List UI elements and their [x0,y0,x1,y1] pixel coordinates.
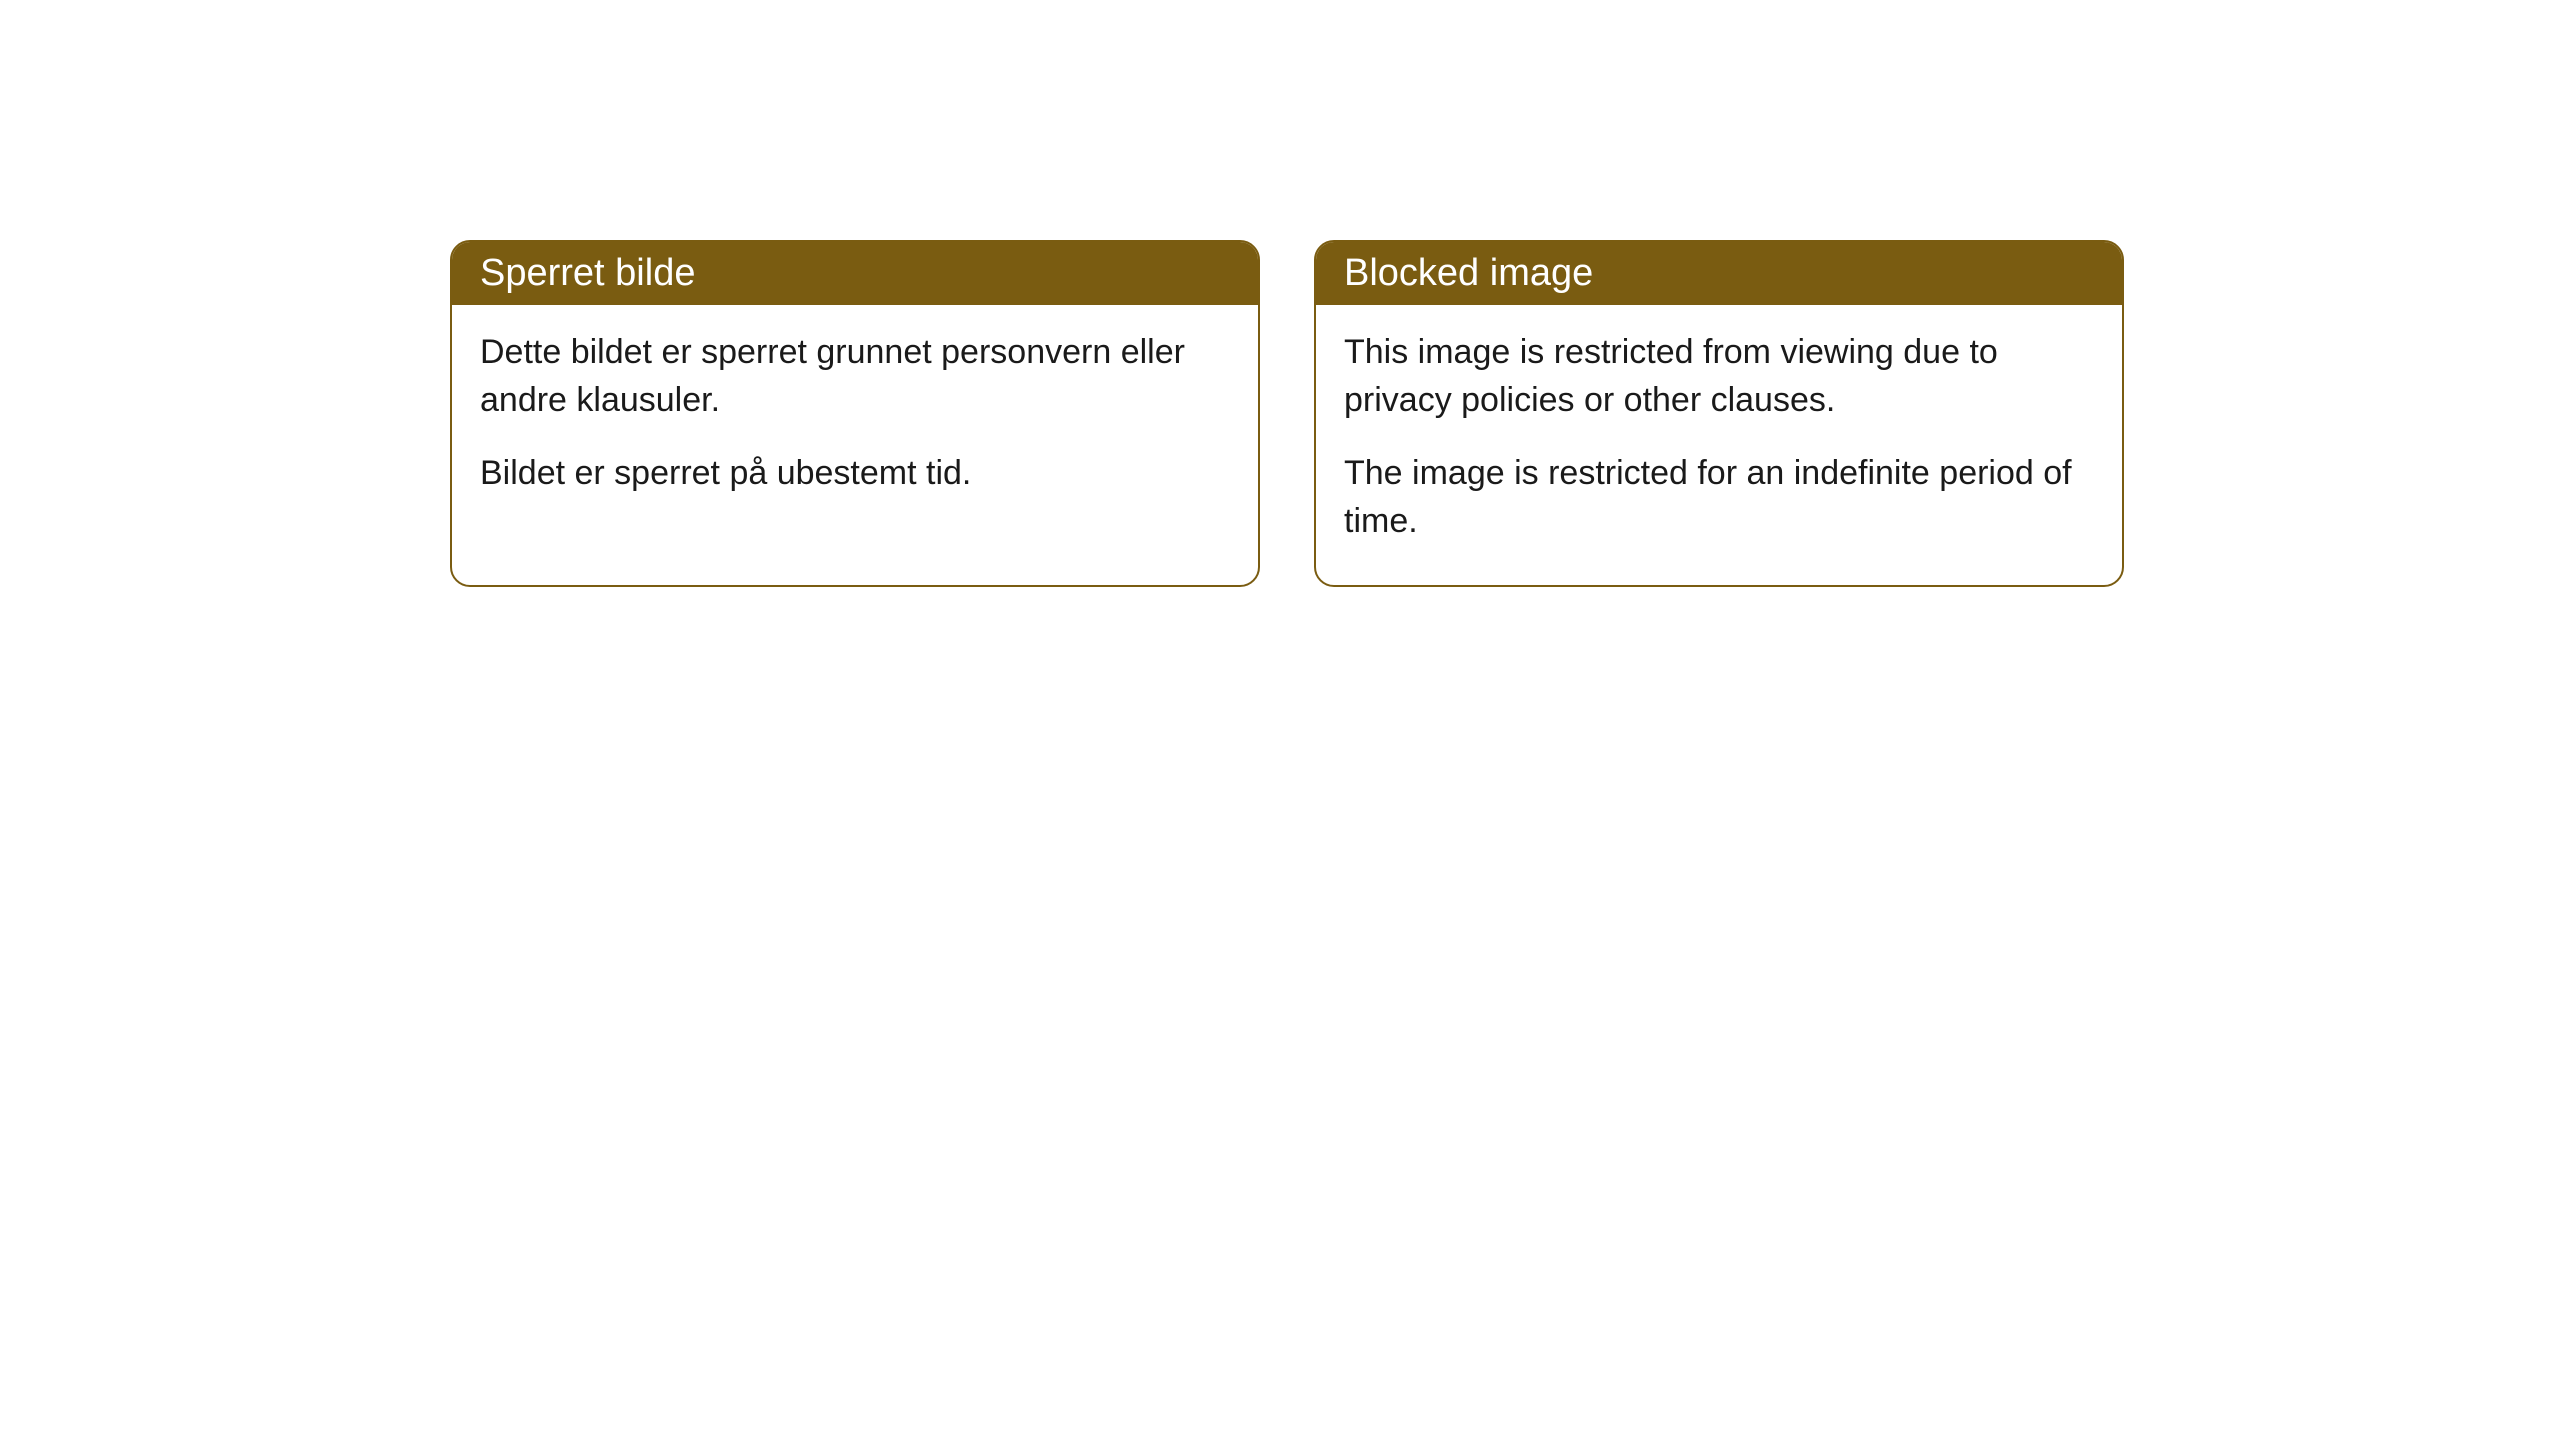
notice-cards-container: Sperret bilde Dette bildet er sperret gr… [450,240,2124,587]
card-header-norwegian: Sperret bilde [452,242,1258,305]
card-text-norwegian-1: Dette bildet er sperret grunnet personve… [480,329,1230,424]
card-text-norwegian-2: Bildet er sperret på ubestemt tid. [480,450,1230,498]
blocked-image-card-norwegian: Sperret bilde Dette bildet er sperret gr… [450,240,1260,587]
blocked-image-card-english: Blocked image This image is restricted f… [1314,240,2124,587]
card-header-english: Blocked image [1316,242,2122,305]
card-body-norwegian: Dette bildet er sperret grunnet personve… [452,305,1258,538]
card-body-english: This image is restricted from viewing du… [1316,305,2122,585]
card-text-english-1: This image is restricted from viewing du… [1344,329,2094,424]
card-text-english-2: The image is restricted for an indefinit… [1344,450,2094,545]
